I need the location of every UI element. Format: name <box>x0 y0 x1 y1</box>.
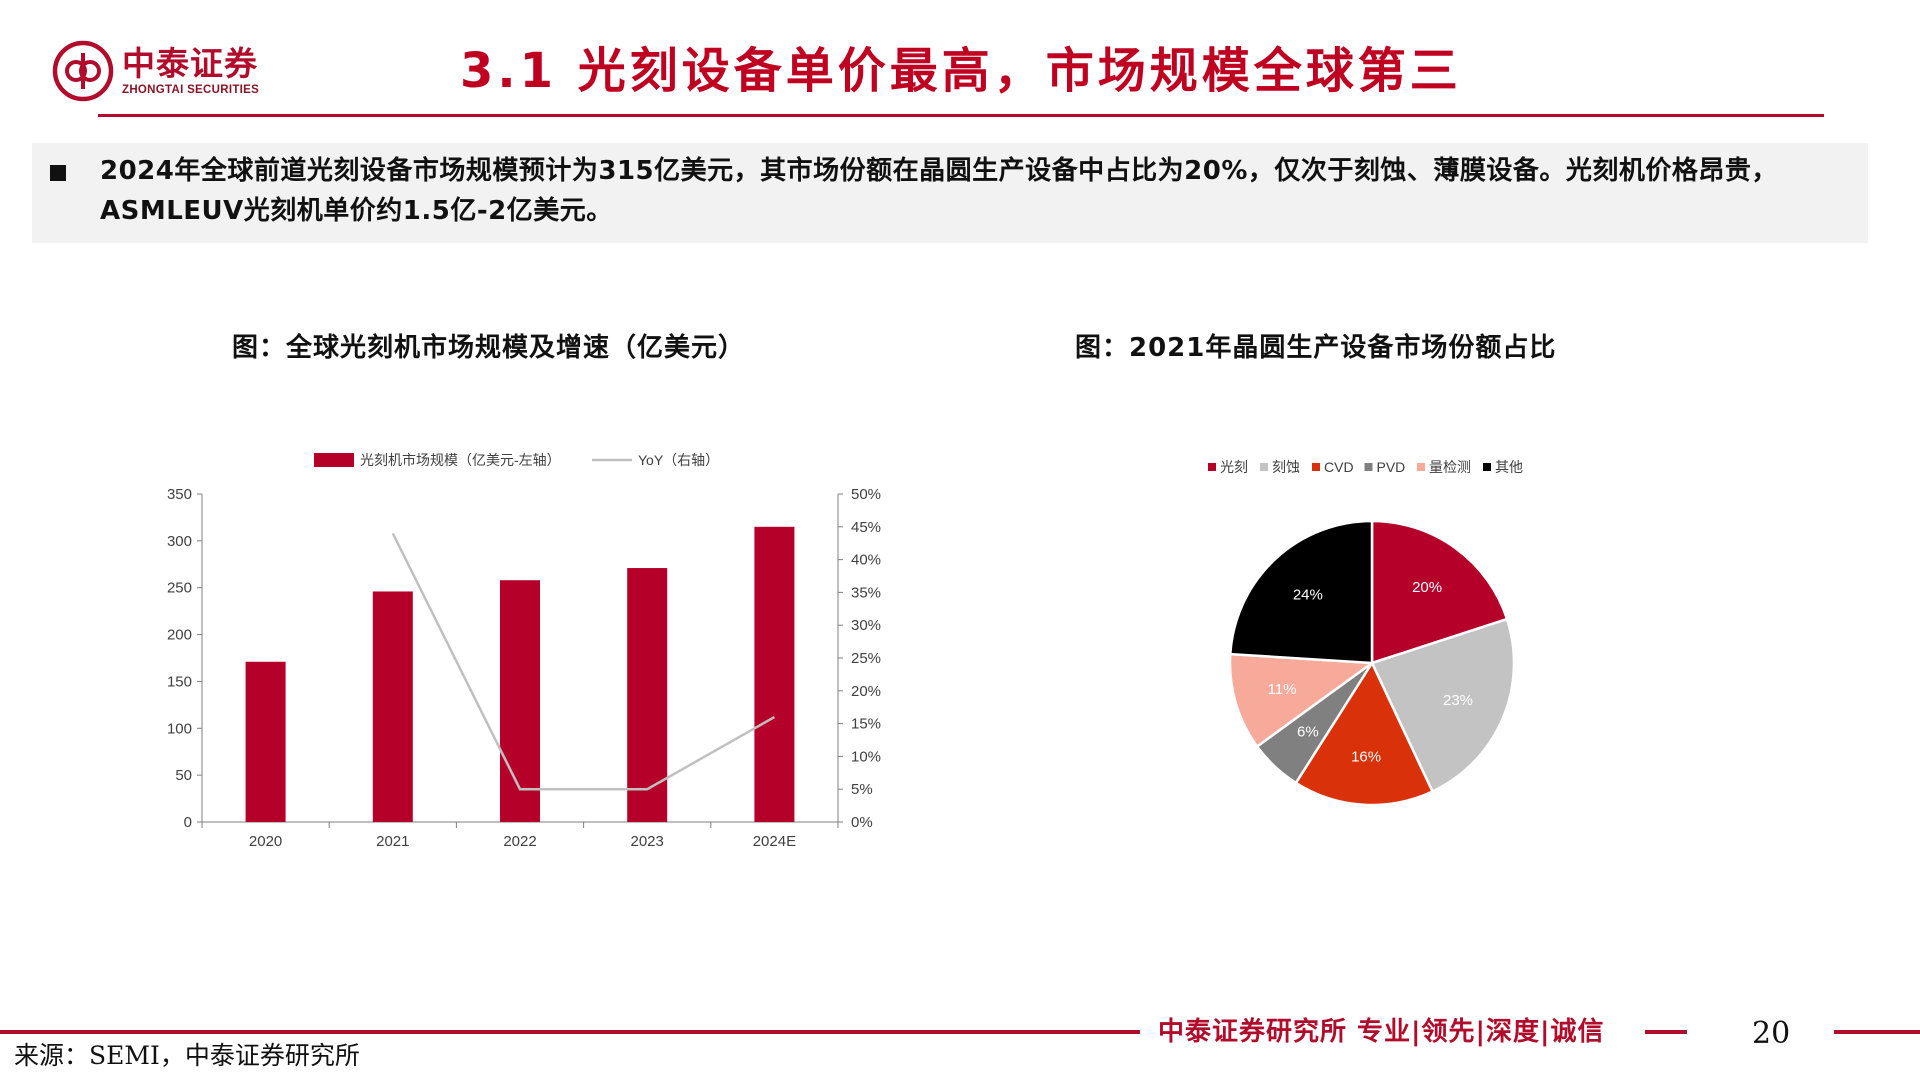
footer-divider-mid <box>1645 1030 1687 1034</box>
y-right-tick-label: 35% <box>851 584 881 601</box>
y-right-tick-label: 45% <box>851 519 881 536</box>
y-right-tick-label: 50% <box>851 486 881 503</box>
y-left-tick-label: 100 <box>167 720 192 737</box>
x-tick-label: 2023 <box>631 833 664 850</box>
y-left-tick-label: 350 <box>167 486 192 503</box>
pie-value-label: 23% <box>1443 692 1473 709</box>
y-left-tick-label: 300 <box>167 533 192 550</box>
y-right-tick-label: 25% <box>851 650 881 667</box>
y-right-tick-label: 40% <box>851 552 881 569</box>
pie-slice <box>1228 519 1374 665</box>
pie-legend-label: CVD <box>1324 459 1354 475</box>
summary-box: 2024年全球前道光刻设备市场规模预计为315亿美元，其市场份额在晶圆生产设备中… <box>32 143 1868 243</box>
bar-chart-caption: 图：全球光刻机市场规模及增速（亿美元） <box>232 333 746 363</box>
logo-name-cn: 中泰证券 <box>122 44 258 83</box>
zhongtai-logo-icon <box>52 40 114 102</box>
pie-value-label: 16% <box>1351 749 1381 766</box>
logo-name-en: ZHONGTAI SECURITIES <box>122 84 260 96</box>
y-right-tick-label: 5% <box>851 781 873 798</box>
page-number: 20 <box>1752 1016 1791 1051</box>
y-left-tick-label: 0 <box>184 814 192 831</box>
y-left-tick-label: 250 <box>167 580 192 597</box>
charts-canvas: 0 50 100 150 200 250 300 350 0% 5% 10% 15% 20% 25% 30%… <box>167 452 1523 850</box>
pie-legend-label: PVD <box>1377 459 1406 475</box>
y-right-tick-label: 30% <box>851 617 881 634</box>
x-tick-label: 2021 <box>376 833 409 850</box>
y-left-tick-label: 150 <box>167 673 192 690</box>
legend-label-bar: 光刻机市场规模（亿美元-左轴） <box>360 452 561 468</box>
pie-legend-swatch <box>1364 463 1373 471</box>
footer-divider-left <box>0 1030 1140 1034</box>
square-bullet-icon <box>50 165 66 181</box>
pie-legend-label: 刻蚀 <box>1272 459 1300 475</box>
pie-value-label: 11% <box>1268 681 1297 698</box>
pie-legend-label: 光刻 <box>1220 459 1248 475</box>
y-right-tick-label: 15% <box>851 716 881 733</box>
x-tick-label: 2022 <box>503 833 536 850</box>
bar <box>627 568 668 822</box>
summary-text: 2024年全球前道光刻设备市场规模预计为315亿美元，其市场份额在晶圆生产设备中… <box>100 156 1778 226</box>
title-divider <box>98 114 1824 117</box>
footer-brand: 中泰证券研究所 专业|领先|深度|诚信 <box>1158 1017 1605 1047</box>
page-title: 3.1 光刻设备单价最高，市场规模全球第三 <box>460 43 1462 99</box>
bar <box>372 591 413 822</box>
bar <box>754 526 795 822</box>
pie-legend-swatch <box>1260 463 1268 471</box>
pie-slice <box>1370 519 1509 665</box>
legend-swatch-bar <box>314 453 354 467</box>
pie-legend-label: 量检测 <box>1429 459 1471 475</box>
x-tick-label: 2020 <box>249 833 282 850</box>
company-logo: 中泰证券 ZHONGTAI SECURITIES <box>52 38 292 104</box>
pie-slice <box>1370 617 1516 794</box>
pie-legend-swatch <box>1312 463 1320 471</box>
footer-divider-right <box>1834 1030 1920 1034</box>
pie-legend-swatch <box>1208 463 1216 471</box>
pie-slice <box>1228 652 1376 749</box>
pie-value-label: 24% <box>1293 587 1323 604</box>
pie-value-label: 20% <box>1412 579 1442 596</box>
pie-value-label: 6% <box>1297 723 1319 740</box>
y-right-tick-label: 20% <box>851 683 881 700</box>
pie-slice <box>1294 660 1435 807</box>
y-right-tick-label: 10% <box>851 748 881 765</box>
y-left-tick-label: 50 <box>175 767 192 784</box>
pie-legend-swatch <box>1483 463 1491 471</box>
source-note: 来源：SEMI，中泰证券研究所 <box>14 1041 360 1070</box>
legend-label-line: YoY（右轴） <box>638 452 719 468</box>
yoy-line <box>391 532 776 791</box>
y-right-tick-label: 0% <box>851 814 873 831</box>
pie-legend-swatch <box>1417 463 1425 471</box>
pie-legend-label: 其他 <box>1495 459 1523 475</box>
bar <box>500 580 540 822</box>
bar <box>245 661 286 822</box>
x-tick-label: 2024E <box>753 833 796 850</box>
pie-chart-caption: 图：2021年晶圆生产设备市场份额占比 <box>1075 333 1557 363</box>
y-left-tick-label: 200 <box>167 627 192 644</box>
